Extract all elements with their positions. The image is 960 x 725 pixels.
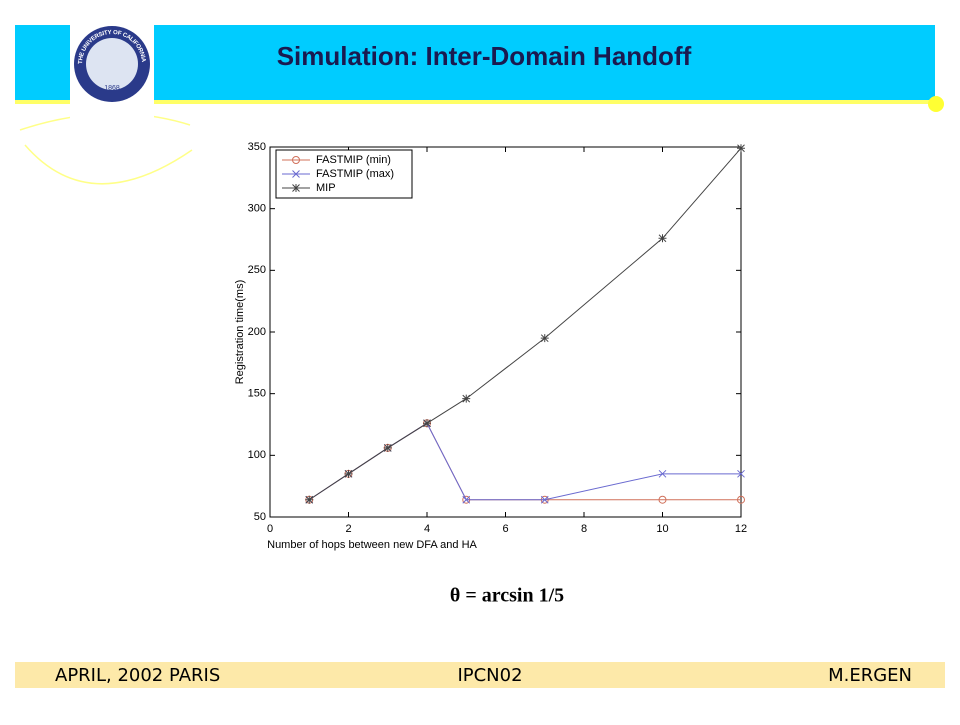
y-tick-label: 350: [248, 141, 266, 153]
marker: [423, 419, 431, 428]
arc: [24, 144, 193, 185]
seal-inner: [86, 38, 138, 90]
x-axis-label: Number of hops between new DFA and HA: [267, 539, 477, 551]
footer-left: APRIL, 2002 PARIS: [55, 665, 220, 686]
legend-label: MIP: [316, 182, 336, 194]
caption: θ = arcsin 1/5: [450, 585, 564, 607]
plot-frame: [269, 146, 742, 518]
marker: [383, 443, 392, 452]
header-rule: [15, 100, 935, 104]
marker: [737, 495, 745, 504]
marker: [658, 469, 667, 478]
x-tick-label: 8: [581, 523, 587, 535]
x-tick-label: 10: [656, 523, 668, 535]
header-band: [15, 25, 935, 100]
y-tick-label: 200: [248, 326, 266, 338]
marker: [305, 495, 314, 504]
marker: [540, 495, 549, 504]
marker: [462, 495, 471, 504]
x-tick-label: 0: [267, 523, 273, 535]
y-tick-label: 150: [248, 388, 266, 400]
x-tick-label: 12: [735, 523, 747, 535]
series-line: [308, 147, 742, 501]
marker: [292, 184, 300, 192]
y-axis-label: Registration time(ms): [234, 280, 246, 385]
y-tick-label: 250: [248, 264, 266, 276]
x-tick-label: 2: [345, 523, 351, 535]
header-dot: [928, 96, 944, 112]
marker: [658, 234, 667, 243]
marker: [344, 469, 353, 478]
x-tick-label: 6: [502, 523, 508, 535]
footer-center: IPCN02: [457, 665, 522, 686]
marker: [292, 170, 300, 178]
legend-label: FASTMIP (min): [316, 154, 391, 166]
seal-year: 1868: [104, 85, 120, 92]
legend-label: FASTMIP (max): [316, 168, 394, 180]
footer-band: [15, 662, 945, 688]
marker: [292, 156, 300, 164]
footer-right: M.ERGEN: [828, 665, 912, 686]
marker: [658, 495, 667, 504]
marker: [462, 394, 471, 403]
y-tick-label: 100: [248, 449, 266, 461]
y-tick-label: 50: [254, 511, 266, 523]
x-tick-label: 4: [424, 523, 430, 535]
marker: [737, 469, 745, 478]
marker: [540, 334, 549, 343]
marker: [737, 144, 745, 153]
slide-title: Simulation: Inter-Domain Handoff: [277, 41, 692, 71]
y-tick-label: 300: [248, 203, 266, 215]
